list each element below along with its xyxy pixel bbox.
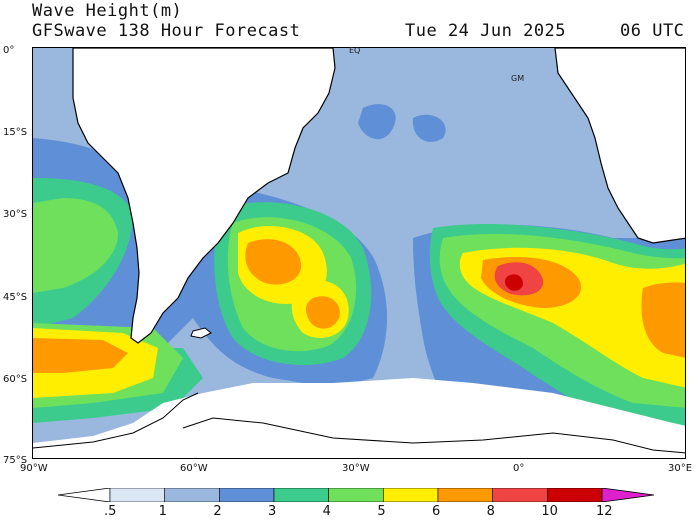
falklands-island [190,327,212,339]
lat-label-60s: 60°S [3,374,28,385]
colorbar-arrow-high [601,488,654,502]
lat-label-45s: 45°S [3,292,28,303]
map-canvas [33,48,685,458]
lat-label-0: 0° [3,45,15,56]
africa-land [554,48,685,244]
colorbar-box [164,488,220,502]
colorbar-label: 4 [322,504,331,519]
wave-band-10-12m [505,274,523,291]
lon-label-60w: 60°W [180,463,208,474]
colorbar-box [109,488,165,502]
colorbar-box [492,488,548,502]
valid-time: 06 UTC [620,21,685,41]
equator-annotation: EQ [349,46,361,55]
lon-label-30w: 30°W [342,463,370,474]
colorbar-box [547,488,603,502]
colorbar-label: 5 [377,504,386,519]
colorbar-label: 2 [213,504,222,519]
colorbar [58,488,654,502]
valid-date: Tue 24 Jun 2025 [405,21,567,41]
variable-title: Wave Height(m) [32,1,183,21]
lon-label-0: 0° [513,463,525,474]
antarctic-ice [33,378,685,458]
lat-label-30s: 30°S [3,209,28,220]
colorbar-label: 1 [158,504,167,519]
header: Wave Height(m) GFSwave 138 Hour Forecast… [0,0,700,44]
colorbar-label: .5 [104,504,117,519]
colorbar-box [437,488,493,502]
wave-height-map [32,47,686,459]
colorbar-box [328,488,384,502]
colorbar-label: 8 [486,504,495,519]
colorbar-box [273,488,329,502]
lon-label-30e: 30°E [668,463,693,474]
colorbar-label: 12 [596,504,613,519]
lat-label-75s: 75°S [3,455,28,466]
greenwich-annotation: GM [511,74,525,83]
lat-label-15s: 15°S [3,127,28,138]
colorbar-label: 6 [432,504,441,519]
south-america-land [72,48,336,344]
model-forecast-title: GFSwave 138 Hour Forecast [32,21,301,41]
lon-label-90w: 90°W [20,463,48,474]
antarctic-coastline [33,392,685,454]
colorbar-arrow-low [58,488,111,502]
colorbar-label: 3 [268,504,277,519]
colorbar-box [383,488,439,502]
colorbar-box [219,488,275,502]
colorbar-label: 10 [541,504,558,519]
